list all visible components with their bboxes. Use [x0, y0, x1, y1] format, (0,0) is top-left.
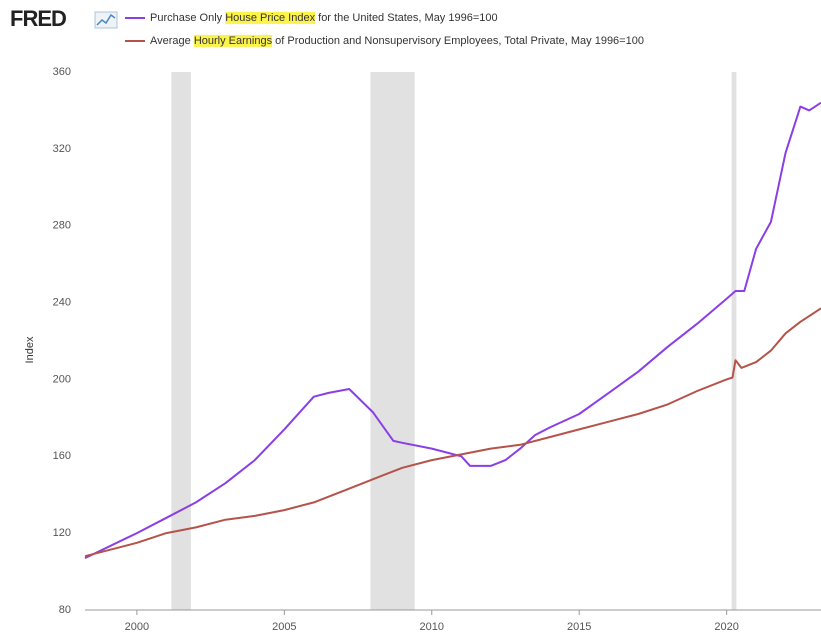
recession-band: [171, 72, 191, 610]
y-tick-label: 80: [59, 604, 71, 616]
y-tick-label: 200: [53, 373, 71, 385]
x-tick-label: 2010: [420, 621, 444, 633]
y-tick-label: 240: [53, 296, 71, 308]
legend-highlight: [193, 34, 273, 47]
logo: FRED: [10, 6, 66, 31]
logo-icon: [94, 11, 118, 29]
recession-band: [370, 72, 415, 610]
series-line: [84, 101, 821, 560]
legend-entry: Average Hourly Earnings of Production an…: [125, 34, 644, 47]
y-tick-label: 360: [53, 66, 71, 78]
x-tick-label: 2005: [272, 621, 296, 633]
series-line: [84, 307, 821, 558]
highlight: [193, 34, 273, 47]
x-tick-label: 2000: [125, 621, 149, 633]
x-tick-label: 2020: [714, 621, 738, 633]
highlight: [225, 11, 316, 24]
legend-highlight: [225, 11, 316, 24]
x-tick-label: 2015: [567, 621, 591, 633]
legend-entry: Purchase Only House Price Index for the …: [125, 11, 498, 24]
y-tick-label: 280: [53, 220, 71, 232]
recession-band: [731, 72, 737, 610]
legend-label: Average Hourly Earnings of Production an…: [150, 35, 644, 47]
y-tick-label: 160: [53, 450, 71, 462]
y-tick-label: 120: [53, 527, 71, 539]
y-tick-label: 320: [53, 143, 71, 155]
legend-label: Purchase Only House Price Index for the …: [150, 12, 498, 24]
y-axis-label: Index: [24, 336, 36, 363]
